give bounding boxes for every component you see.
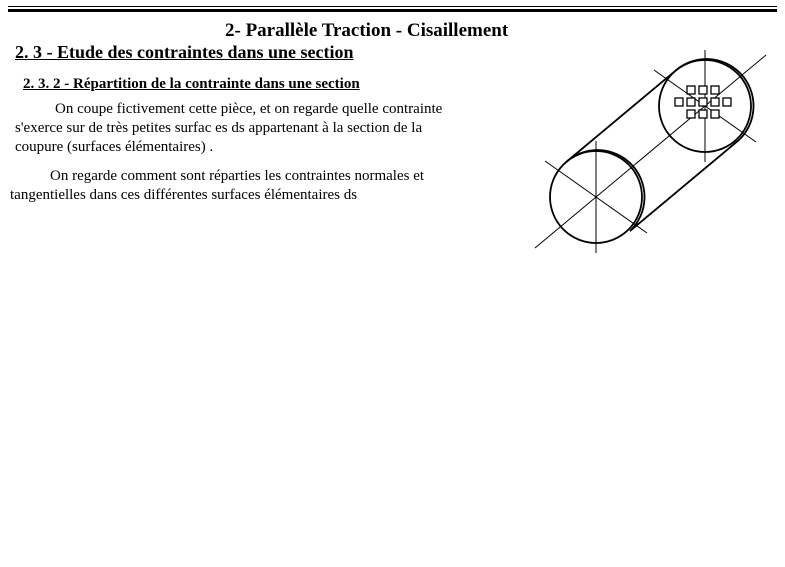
cylinder-diagram [515,33,775,253]
paragraph-2: On regarde comment sont réparties les co… [10,167,455,205]
paragraph-1: On coupe fictivement cette pièce, et on … [15,100,455,156]
section-heading-2-3-2: 2. 3. 2 - Répartition de la contrainte d… [23,76,360,93]
page-top-rule-2 [8,11,777,12]
page-title: 2- Parallèle Traction - Cisaillement [225,20,508,42]
section-heading-2-3: 2. 3 - Etude des contraintes dans une se… [15,42,354,63]
